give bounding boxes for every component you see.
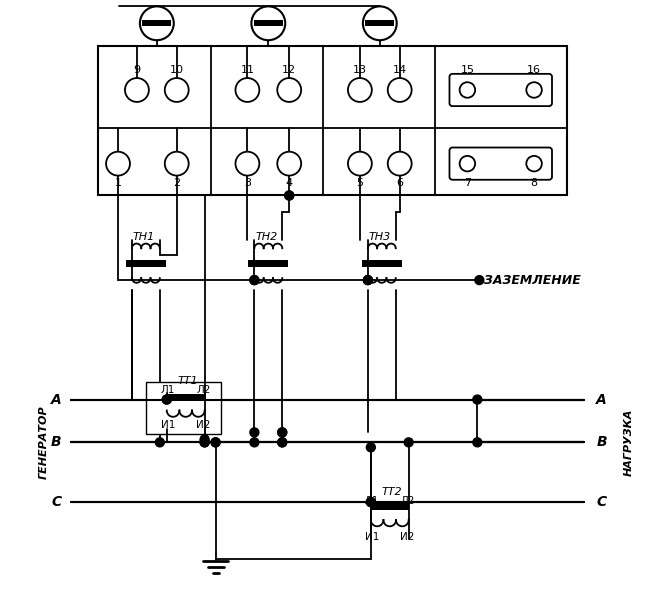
Text: 7: 7 (464, 178, 471, 188)
Bar (167, 394, 204, 400)
Text: ГЕНЕРАТОР: ГЕНЕРАТОР (38, 406, 48, 479)
Text: И2: И2 (401, 532, 415, 542)
Circle shape (475, 276, 484, 285)
Bar (365, 20, 394, 26)
Text: 12: 12 (282, 65, 296, 75)
Circle shape (250, 276, 259, 285)
Circle shape (235, 78, 259, 102)
Circle shape (285, 191, 293, 200)
Circle shape (366, 498, 375, 506)
Bar (371, 503, 409, 510)
Text: 14: 14 (393, 65, 407, 75)
Circle shape (125, 78, 149, 102)
Circle shape (388, 78, 411, 102)
Circle shape (473, 395, 482, 404)
Circle shape (165, 78, 189, 102)
Text: 8: 8 (531, 178, 537, 188)
Circle shape (162, 395, 172, 404)
Text: 3: 3 (244, 178, 251, 188)
Circle shape (162, 395, 172, 404)
Text: B: B (596, 435, 607, 449)
Circle shape (250, 428, 259, 437)
Bar (362, 260, 402, 267)
Circle shape (277, 78, 301, 102)
Text: 10: 10 (170, 65, 184, 75)
Bar (98, 46, 567, 196)
Circle shape (200, 435, 209, 444)
Circle shape (366, 443, 375, 452)
Bar (146, 382, 220, 435)
Circle shape (363, 276, 373, 285)
Circle shape (348, 78, 372, 102)
Bar (254, 20, 283, 26)
Circle shape (165, 152, 189, 176)
Text: ТН1: ТН1 (133, 232, 155, 242)
FancyBboxPatch shape (450, 147, 552, 180)
Circle shape (140, 7, 174, 40)
Circle shape (211, 438, 220, 447)
Circle shape (473, 438, 482, 447)
Text: Л2: Л2 (401, 496, 415, 506)
Text: ТН3: ТН3 (369, 232, 391, 242)
Text: И1: И1 (364, 532, 379, 542)
Circle shape (363, 7, 397, 40)
Bar (249, 260, 288, 267)
Text: 13: 13 (353, 65, 367, 75)
Text: 1: 1 (115, 178, 121, 188)
Text: И1: И1 (161, 420, 175, 430)
Circle shape (460, 156, 475, 172)
Text: Л1: Л1 (364, 496, 379, 506)
Circle shape (235, 152, 259, 176)
Text: И2: И2 (196, 420, 211, 430)
Text: 5: 5 (356, 178, 363, 188)
Text: ЗАЗЕМЛЕНИЕ: ЗАЗЕМЛЕНИЕ (484, 273, 581, 287)
Text: 15: 15 (460, 65, 474, 75)
Circle shape (460, 82, 475, 98)
Text: Л1: Л1 (161, 385, 175, 394)
FancyBboxPatch shape (450, 74, 552, 106)
Text: ТТ2: ТТ2 (381, 487, 402, 497)
Circle shape (388, 152, 411, 176)
Bar (126, 260, 165, 267)
Circle shape (250, 276, 259, 285)
Circle shape (278, 428, 287, 437)
Circle shape (348, 152, 372, 176)
Text: Л2: Л2 (196, 385, 211, 394)
Text: B: B (51, 435, 62, 449)
Text: A: A (51, 393, 62, 406)
Circle shape (251, 7, 285, 40)
Text: 11: 11 (241, 65, 255, 75)
Text: C: C (597, 495, 607, 509)
Text: НАГРУЗКА: НАГРУЗКА (624, 409, 634, 476)
Circle shape (527, 156, 542, 172)
Circle shape (106, 152, 130, 176)
Circle shape (277, 152, 301, 176)
Text: 2: 2 (173, 178, 180, 188)
Text: A: A (596, 393, 607, 406)
Text: C: C (51, 495, 62, 509)
Circle shape (363, 276, 373, 285)
Circle shape (285, 191, 293, 200)
Text: ТТ1: ТТ1 (178, 376, 198, 386)
Text: 4: 4 (285, 178, 293, 188)
Circle shape (200, 438, 209, 447)
Bar (143, 20, 172, 26)
Circle shape (250, 438, 259, 447)
Circle shape (278, 438, 287, 447)
Text: 16: 16 (527, 65, 541, 75)
Circle shape (278, 428, 287, 437)
Circle shape (366, 498, 375, 506)
Circle shape (527, 82, 542, 98)
Circle shape (404, 438, 413, 447)
Circle shape (200, 438, 209, 447)
Circle shape (211, 438, 220, 447)
Text: ТН2: ТН2 (255, 232, 277, 242)
Circle shape (278, 438, 287, 447)
Text: 6: 6 (396, 178, 403, 188)
Text: 9: 9 (133, 65, 141, 75)
Circle shape (155, 438, 164, 447)
